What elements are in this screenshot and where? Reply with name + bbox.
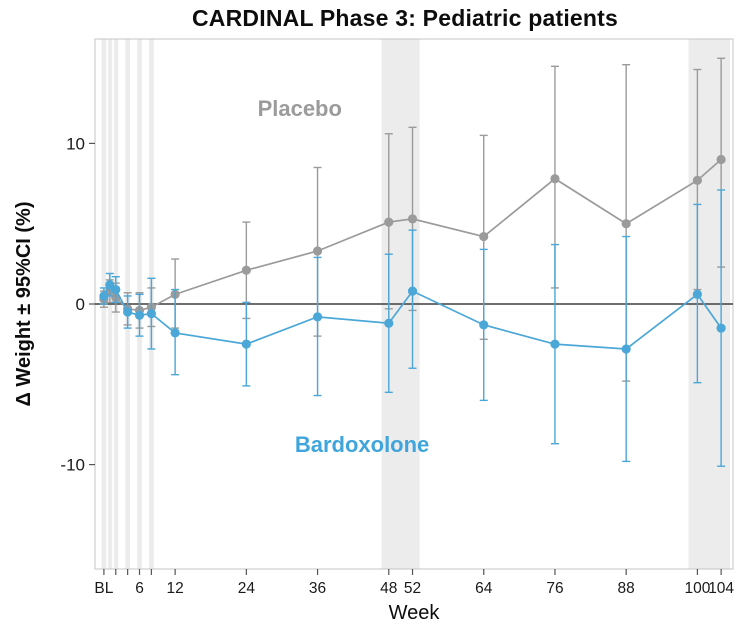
data-point	[134, 310, 145, 320]
data-point	[692, 289, 702, 299]
x-tick-label: 76	[546, 580, 563, 597]
data-point	[692, 175, 702, 185]
annotation-placebo: Placebo	[258, 96, 342, 121]
data-point	[384, 318, 394, 328]
data-point	[170, 328, 180, 338]
x-tick-label: 52	[404, 580, 421, 597]
x-tick-label: 6	[135, 580, 144, 597]
data-point	[241, 339, 251, 349]
weight-change-chart: -10 0 10 Δ Weight ± 95%CI (%) BL 6 12 24 36 48 52 6…	[13, 38, 734, 624]
data-point	[550, 339, 560, 349]
x-tick-label: 36	[309, 580, 326, 597]
x-tick-label: BL	[94, 580, 113, 597]
data-point	[384, 217, 394, 227]
annotation-bardoxolone: Bardoxolone	[295, 432, 429, 457]
y-tick-label: 10	[66, 134, 85, 153]
series-bardoxolone	[99, 189, 726, 467]
x-tick-label: 48	[380, 580, 397, 597]
data-point	[716, 154, 726, 165]
x-tick-label: 104	[708, 580, 734, 597]
data-point	[479, 231, 489, 242]
data-point	[621, 344, 631, 354]
data-point	[312, 312, 323, 322]
series-line	[103, 158, 722, 312]
y-tick-label: 0	[76, 295, 85, 314]
data-point	[407, 214, 418, 224]
x-tick-label: 24	[238, 580, 256, 597]
data-point	[99, 291, 109, 301]
data-point	[716, 323, 726, 333]
y-axis-title: Δ Weight ± 95%CI (%)	[13, 202, 35, 407]
chart-title: CARDINAL Phase 3: Pediatric patients	[192, 5, 618, 31]
y-tick-label: -10	[60, 456, 85, 475]
x-tick-label: 64	[475, 580, 493, 597]
x-tick-label: 88	[618, 580, 635, 597]
x-axis-title: Week	[389, 602, 441, 624]
series-line	[103, 283, 722, 350]
data-point	[241, 265, 251, 275]
data-point	[146, 309, 156, 319]
x-tick-label: 12	[166, 580, 183, 597]
data-point	[312, 246, 323, 256]
data-point	[550, 174, 560, 184]
data-point	[621, 219, 631, 229]
y-axis: -10 0 10 Δ Weight ± 95%CI (%)	[13, 134, 95, 475]
data-point	[407, 286, 418, 296]
data-point	[123, 307, 133, 317]
x-tick-label: 100	[684, 580, 710, 597]
data-point	[479, 320, 489, 330]
data-point	[111, 284, 121, 295]
